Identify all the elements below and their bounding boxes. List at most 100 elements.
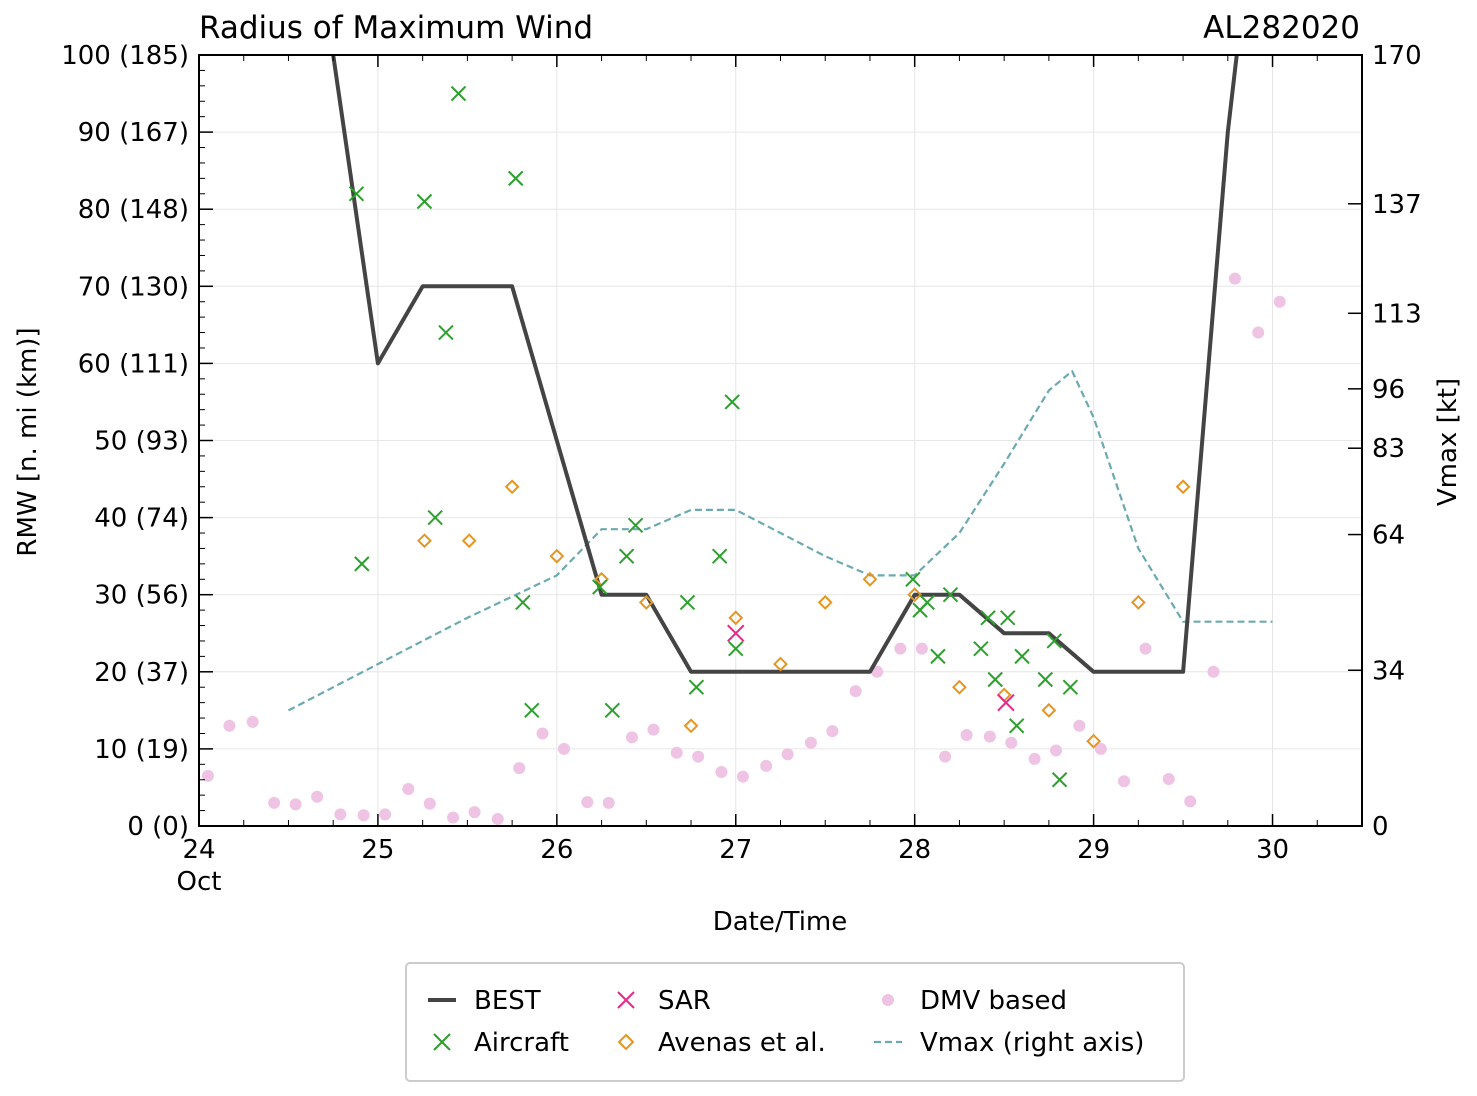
aircraft-point xyxy=(1008,718,1025,734)
chart-title: Radius of Maximum Wind xyxy=(199,10,593,46)
dmv-based-point xyxy=(1118,775,1131,788)
sar-point xyxy=(997,693,1015,712)
dmv-based-point xyxy=(647,723,660,736)
storm-id: AL282020 xyxy=(1203,10,1360,46)
aircraft-point xyxy=(980,610,996,626)
aircraft-point xyxy=(438,324,454,341)
dmv-based-point xyxy=(558,742,571,755)
aircraft-point-stroke xyxy=(354,556,370,572)
legend-aircraft-swatch-stroke xyxy=(433,1033,451,1051)
sar-point-stroke xyxy=(997,693,1015,712)
dmv-based-point xyxy=(334,808,347,821)
avenas-et-al-point xyxy=(1041,702,1057,718)
aircraft-point-stroke xyxy=(1014,648,1030,665)
y-axis-label: RMW [n. mi (km)] xyxy=(13,327,43,556)
legend-best-label: BEST xyxy=(474,986,541,1016)
dmv-based-point xyxy=(1252,326,1265,339)
dmv-based-point xyxy=(915,642,928,655)
y-tick-label: 30 (56) xyxy=(94,581,189,611)
aircraft-point xyxy=(1046,633,1062,649)
y2-axis-label: Vmax [kt] xyxy=(1433,378,1463,506)
grid-lines xyxy=(198,54,1362,827)
dmv-based-point xyxy=(625,731,638,744)
dmv-based-point xyxy=(402,782,415,795)
y-tick-label: 90 (167) xyxy=(78,118,189,148)
y2-tick-label: 83 xyxy=(1372,434,1405,464)
y2-tick-label: 137 xyxy=(1372,190,1422,220)
avenas-et-al-point xyxy=(461,533,477,549)
aircraft-point-stroke xyxy=(1008,718,1025,734)
aircraft-point xyxy=(679,594,696,611)
y-tick-label: 100 (185) xyxy=(61,41,189,71)
aircraft-point xyxy=(987,671,1003,688)
dmv-based-point xyxy=(1005,736,1018,749)
aircraft-point-stroke xyxy=(1037,671,1054,688)
y2-tick-label: 170 xyxy=(1372,41,1422,71)
aircraft-point-stroke xyxy=(524,702,540,719)
aircraft-point-stroke xyxy=(711,548,728,564)
aircraft-point xyxy=(450,85,467,102)
aircraft-point xyxy=(1051,772,1068,788)
avenas-et-al-point xyxy=(907,587,923,603)
legend-avenas-et-al-swatch xyxy=(617,1033,635,1051)
aircraft-point-stroke xyxy=(1062,679,1079,695)
y-tick-label: 70 (130) xyxy=(78,272,189,302)
plot-area xyxy=(201,55,1286,826)
y2-tick-label: 64 xyxy=(1372,521,1405,551)
aircraft-point xyxy=(711,548,728,564)
aircraft-point-stroke xyxy=(930,648,946,665)
aircraft-point-stroke xyxy=(905,571,921,587)
dmv-based-point xyxy=(781,748,794,761)
legend-aircraft-swatch xyxy=(433,1033,451,1051)
aircraft-point-stroke xyxy=(515,594,531,611)
y-tick-label: 0 (0) xyxy=(127,812,189,842)
legend: BEST Aircraft SAR Avenas et al. DMV based Vma… xyxy=(405,962,1185,1082)
best-series-line xyxy=(331,55,1239,674)
dmv-based-point xyxy=(268,796,281,809)
aircraft-point-stroke xyxy=(450,85,467,102)
aircraft-point-stroke xyxy=(507,170,524,187)
y-tick-label: 40 (74) xyxy=(94,504,189,534)
dmv-based-point xyxy=(581,796,594,809)
legend-sar-swatch-stroke xyxy=(617,991,635,1009)
aircraft-point xyxy=(427,509,443,526)
x-axis-label: Date/Time xyxy=(713,907,848,937)
vmax-right-axis-series-line xyxy=(287,370,1273,712)
dmv-based-point xyxy=(983,730,996,743)
dmv-based-point xyxy=(670,746,683,759)
aircraft-point xyxy=(507,170,524,187)
aircraft-point-stroke xyxy=(728,640,744,657)
aircraft-point xyxy=(930,648,946,665)
legend-dmv-based-swatch xyxy=(882,994,894,1006)
aircraft-point-stroke xyxy=(604,702,621,719)
dmv-based-point xyxy=(223,719,236,732)
avenas-et-al-point xyxy=(862,571,878,587)
dmv-based-point xyxy=(289,798,302,811)
aircraft-point xyxy=(1062,679,1079,695)
aircraft-point-stroke xyxy=(973,640,989,657)
aircraft-point-stroke xyxy=(1000,610,1016,626)
dmv-based-point xyxy=(1228,272,1241,285)
x-tick-label: 26 xyxy=(540,835,573,865)
y2-tick-label: 0 xyxy=(1372,812,1389,842)
dmv-based-point xyxy=(960,729,973,742)
aircraft-point xyxy=(688,679,705,695)
dmv-based-point xyxy=(760,759,773,772)
aircraft-point-stroke xyxy=(592,579,608,595)
legend-sar-swatch xyxy=(617,991,635,1009)
dmv-based-point xyxy=(536,727,549,740)
aircraft-point xyxy=(515,594,531,611)
dmv-based-point xyxy=(379,808,392,821)
aircraft-point-stroke xyxy=(348,186,365,202)
dmv-based-point xyxy=(1207,665,1220,678)
y-tick-label: 10 (19) xyxy=(94,735,189,765)
aircraft-point xyxy=(942,586,959,603)
dmv-based-point xyxy=(1273,295,1286,308)
dmv-based-point xyxy=(1162,772,1175,785)
dmv-based-point xyxy=(447,811,460,824)
avenas-et-al-point xyxy=(1175,479,1191,495)
aircraft-point xyxy=(905,571,921,587)
legend-aircraft-label: Aircraft xyxy=(474,1028,569,1058)
